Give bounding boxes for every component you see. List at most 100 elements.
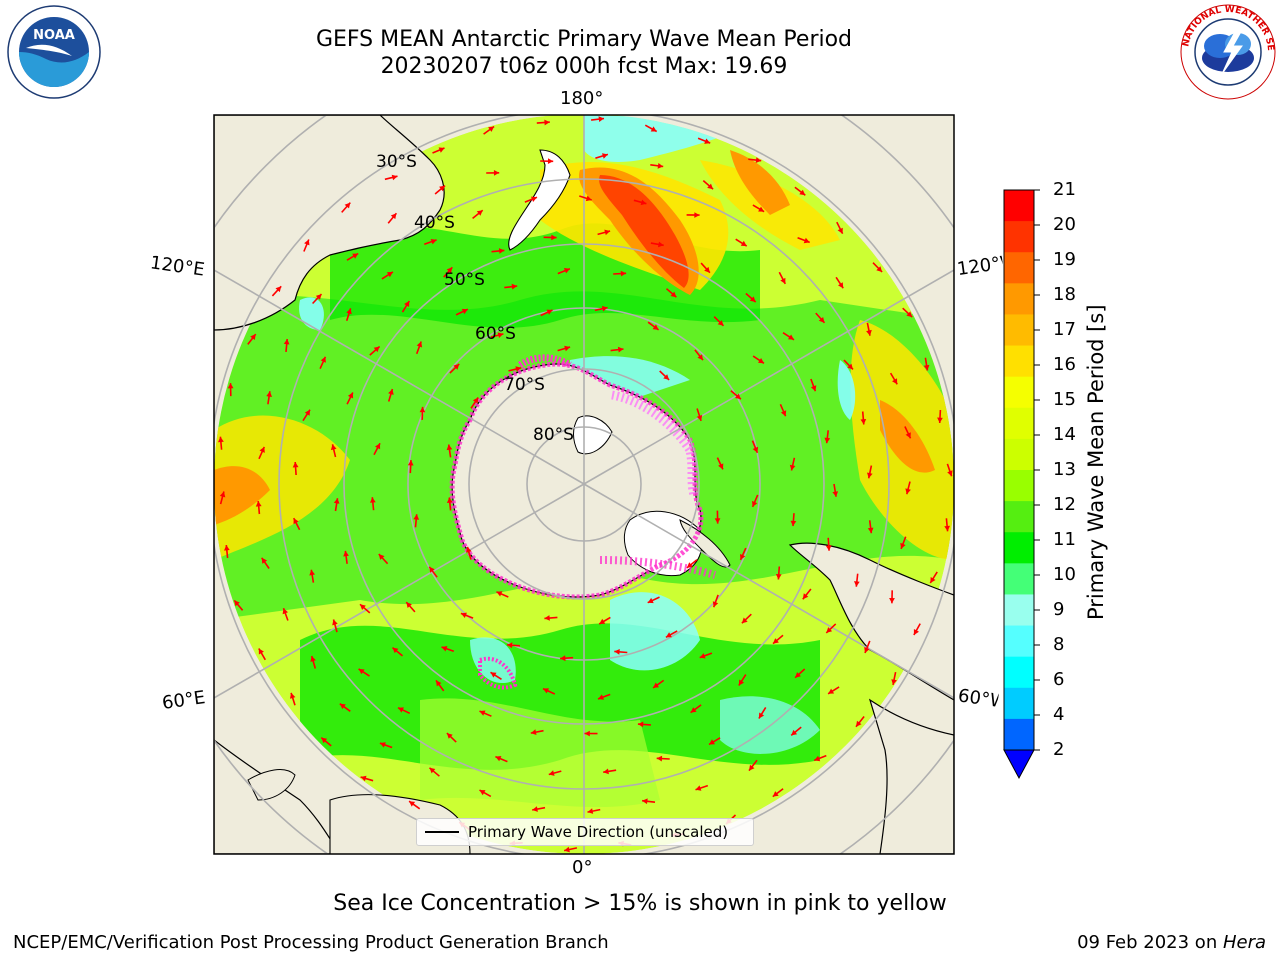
wave-arrow-head: [775, 574, 782, 580]
wave-arrow-head: [930, 577, 936, 583]
wave-arrow-head: [658, 241, 664, 248]
wave-arrow-head: [704, 266, 710, 273]
sea-ice-note: Sea Ice Concentration > 15% is shown in …: [333, 891, 947, 916]
wave-arrow-head: [563, 268, 570, 274]
colorbar-swatch: [1004, 438, 1034, 471]
wave-arrow-head: [352, 253, 359, 259]
footer-host: Hera: [1222, 932, 1266, 953]
wave-arrow-head: [637, 721, 644, 728]
wave-arrow-head: [670, 291, 677, 298]
wave-arrow-head: [718, 463, 724, 470]
wave-arrow-head: [587, 808, 594, 814]
wave-arrow-head: [752, 500, 758, 507]
wave-arrow-head: [780, 277, 786, 284]
wave-arrow-head: [388, 389, 394, 395]
map-frame: [213, 114, 955, 855]
colorbar-tick-label: 18: [1053, 284, 1076, 305]
graticule: [214, 115, 954, 854]
wave-arrow-head: [292, 462, 299, 468]
colorbar-swatch: [1004, 314, 1034, 347]
wave-arrow-head: [905, 432, 911, 439]
wave-arrow-head: [496, 591, 503, 597]
wave-arrow-head: [544, 119, 550, 126]
colorbar-title: Primary Wave Mean Period [s]: [1084, 304, 1108, 620]
wave-arrow-head: [360, 604, 366, 610]
wave-arrow-head: [755, 157, 762, 163]
colorbar-tick-label: 8: [1053, 634, 1065, 655]
wave-arrow-head: [406, 602, 412, 608]
wave-arrow-head: [511, 283, 518, 290]
wave-arrow-head: [944, 525, 950, 532]
wave-arrow-head: [564, 345, 571, 352]
wave-arrow-head: [261, 557, 268, 564]
lon-label-0: 0°: [572, 857, 593, 878]
wave-arrow-head: [905, 488, 911, 495]
wave-arrow-head: [379, 742, 386, 748]
wave-arrow-head: [310, 656, 316, 662]
wave-arrow-head: [266, 391, 272, 397]
colorbar-swatch: [1004, 470, 1034, 502]
colorbar-swatch: [1004, 687, 1034, 720]
wave-arrow-head: [818, 317, 825, 323]
wave-arrow-head: [309, 569, 315, 576]
colorbar-swatch: [1004, 345, 1034, 378]
wave-arrow-head: [488, 126, 495, 132]
wave-arrow-head: [749, 296, 756, 302]
wave-arrow-head: [531, 196, 537, 202]
wave-arrow-head: [652, 324, 659, 330]
colorbar-tick-label: 11: [1053, 529, 1076, 550]
wave-arrow-head: [773, 638, 779, 644]
colorbar-swatch: [1004, 221, 1034, 253]
colorbar-swatch: [1004, 283, 1034, 315]
wave-arrow-head: [330, 444, 337, 451]
wave-arrow-head: [803, 237, 810, 244]
wave-arrow-head: [219, 491, 226, 498]
lat-label-40s: 40°S: [414, 213, 455, 233]
wave-arrow-head: [694, 212, 700, 218]
wave-arrow-head: [548, 770, 555, 776]
wave-arrow-head: [923, 364, 930, 371]
wave-arrow-head: [788, 334, 794, 340]
wave-arrow-head: [657, 163, 664, 169]
wave-arrow-head: [234, 600, 240, 607]
wave-arrow-head: [390, 213, 397, 220]
wave-arrow-head: [479, 710, 486, 716]
wave-arrow-head: [275, 286, 282, 293]
chart-title: GEFS MEAN Antarctic Primary Wave Mean Pe…: [315, 27, 853, 52]
wave-arrow-head: [532, 806, 538, 812]
colorbar-tick-label: 12: [1053, 494, 1076, 515]
wave-arrow-head: [546, 309, 553, 315]
lon-label-180: 180°: [560, 88, 604, 109]
wave-arrow-head: [758, 358, 764, 364]
wave-arrow-head: [892, 378, 898, 385]
wave-arrow-head: [446, 497, 453, 503]
wave-arrow-head: [864, 647, 870, 653]
colorbar-tick-label: 4: [1053, 704, 1065, 725]
wave-arrow-head: [564, 846, 570, 853]
wave-arrow-head: [429, 566, 435, 573]
wave-arrow-head: [495, 756, 502, 762]
wave-arrow-head: [602, 153, 608, 159]
wave-arrow-head: [466, 546, 472, 553]
nws-logo: NATIONAL WEATHER SERVICE: [1178, 2, 1276, 100]
wave-arrow-head: [344, 202, 351, 209]
wave-arrow-head: [697, 354, 703, 361]
wave-arrow-head: [407, 460, 414, 466]
lat-label-30s: 30°S: [376, 152, 417, 172]
wave-arrow-head: [642, 798, 648, 805]
wave-arrow-head: [867, 472, 873, 479]
wave-arrow-head: [824, 437, 831, 444]
wave-arrow-head: [826, 627, 833, 633]
wave-arrow-head: [814, 755, 821, 762]
colorbar-tick-label: 2: [1053, 739, 1065, 760]
wave-arrow-head: [429, 767, 436, 774]
wave-arrow-head: [530, 729, 537, 735]
colorbar-tick-label: 9: [1053, 599, 1065, 620]
wave-arrow-head: [913, 629, 919, 635]
wave-arrow-head: [795, 672, 801, 678]
wave-arrow-head: [802, 593, 809, 600]
wave-arrow-head: [791, 729, 798, 736]
wave-arrow-head: [856, 720, 862, 727]
wave-arrow-head: [370, 497, 376, 503]
wave-arrow-head: [321, 737, 328, 744]
